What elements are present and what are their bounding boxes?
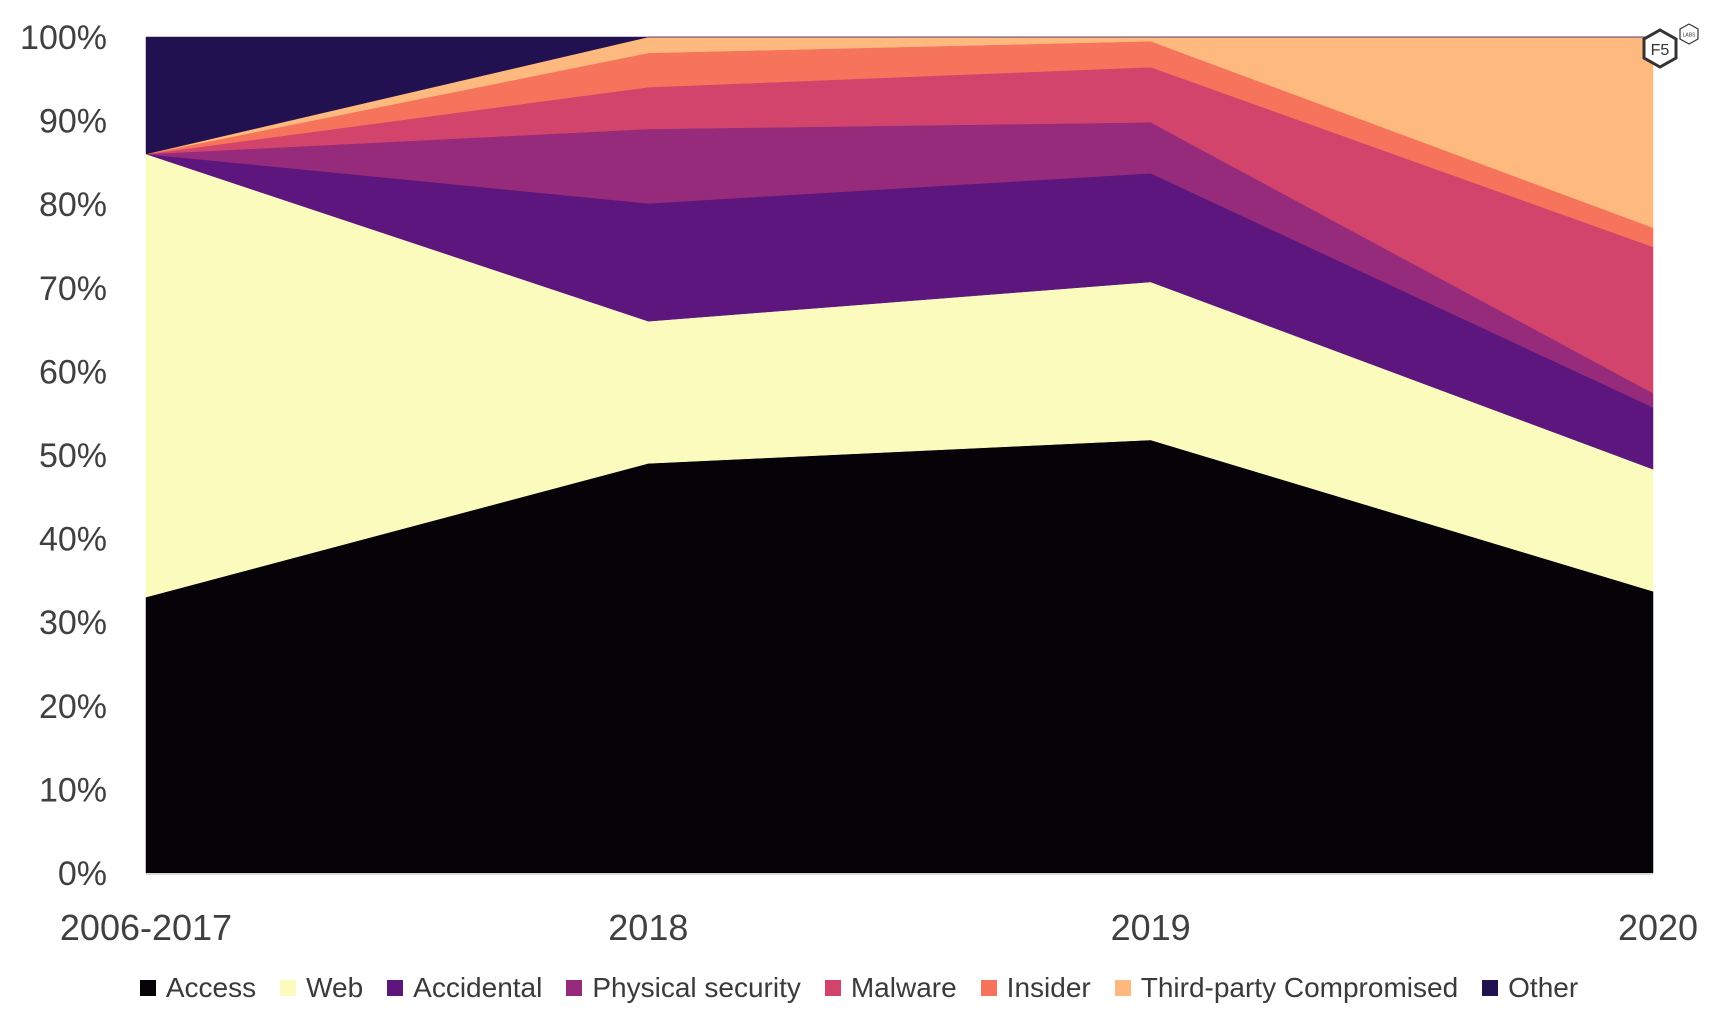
logo-badge-hexagon-icon — [1679, 23, 1699, 45]
area-series-group — [145, 36, 1654, 874]
legend-swatch — [139, 980, 156, 996]
stacked-area-chart: 0% 10% 20% 30% 40% 50% 60% 70% 80% 90% 100% 2006-2… — [20, 19, 1698, 948]
logo-main-text: F5 — [1651, 42, 1670, 59]
area-other — [145, 36, 1653, 155]
f5-labs-logo: F5 LABS — [1638, 22, 1708, 82]
legend-item: Other — [1482, 972, 1578, 1004]
x-tick-label: 2019 — [1111, 907, 1191, 948]
legend-item: Access — [139, 972, 257, 1004]
legend-swatch — [280, 980, 297, 996]
legend-swatch — [1482, 980, 1499, 996]
x-tick-label: 2020 — [1618, 907, 1698, 948]
x-axis-ticks: 2006-2017 2018 2019 2020 — [60, 907, 1698, 948]
y-tick-label: 100% — [20, 19, 107, 57]
legend-label: Insider — [1006, 972, 1091, 1003]
y-tick-label: 30% — [39, 604, 107, 642]
legend-item: Insider — [980, 972, 1091, 1004]
legend-item: Physical security — [566, 972, 801, 1004]
logo-badge-text: LABS — [1683, 33, 1696, 39]
legend-label: Physical security — [592, 972, 801, 1003]
y-tick-label: 90% — [39, 103, 107, 141]
legend-item: Accidental — [387, 972, 542, 1004]
y-axis-ticks: 0% 10% 20% 30% 40% 50% 60% 70% 80% 90% 100% — [20, 19, 107, 893]
legend-swatch — [824, 980, 841, 996]
legend-item: Malware — [824, 972, 957, 1004]
chart-legend: Access Web Accidental Physical security Malw… — [0, 972, 1718, 1004]
legend-swatch — [566, 980, 583, 996]
y-tick-label: 20% — [39, 688, 107, 726]
legend-label: Other — [1508, 972, 1579, 1003]
logo-hexagon-icon — [1642, 28, 1678, 69]
y-tick-label: 70% — [39, 270, 107, 308]
legend-label: Web — [306, 972, 364, 1003]
legend-item: Web — [280, 972, 363, 1004]
legend-label: Access — [165, 972, 257, 1003]
legend-label: Malware — [850, 972, 957, 1003]
y-tick-label: 80% — [39, 186, 107, 224]
legend-item: Third-party Compromised — [1114, 972, 1459, 1004]
y-tick-label: 10% — [39, 771, 107, 809]
legend-swatch — [1114, 980, 1131, 996]
y-tick-label: 0% — [58, 855, 107, 893]
y-tick-label: 60% — [39, 353, 107, 391]
x-tick-label: 2006-2017 — [60, 907, 232, 948]
legend-label: Accidental — [413, 972, 543, 1003]
y-tick-label: 50% — [39, 437, 107, 475]
y-tick-label: 40% — [39, 521, 107, 559]
legend-label: Third-party Compromised — [1140, 972, 1459, 1003]
legend-swatch — [980, 980, 997, 996]
x-tick-label: 2018 — [608, 907, 688, 948]
legend-swatch — [387, 980, 404, 996]
